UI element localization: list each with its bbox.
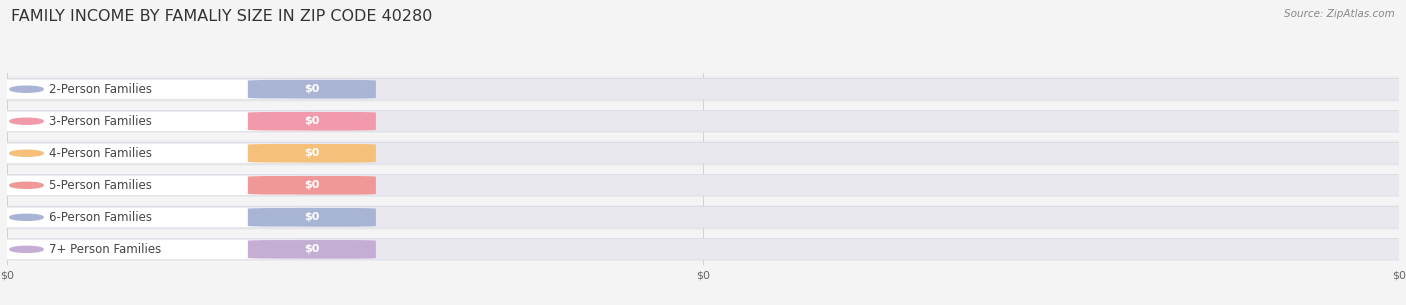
FancyBboxPatch shape — [247, 80, 375, 99]
Text: 7+ Person Families: 7+ Person Families — [49, 243, 162, 256]
Text: 2-Person Families: 2-Person Families — [49, 83, 152, 96]
FancyBboxPatch shape — [0, 142, 1406, 164]
Text: 6-Person Families: 6-Person Families — [49, 211, 152, 224]
FancyBboxPatch shape — [7, 77, 1399, 102]
FancyBboxPatch shape — [0, 239, 1406, 260]
FancyBboxPatch shape — [247, 240, 375, 259]
FancyBboxPatch shape — [7, 109, 1399, 134]
Ellipse shape — [10, 118, 44, 124]
FancyBboxPatch shape — [247, 144, 375, 163]
Text: FAMILY INCOME BY FAMALIY SIZE IN ZIP CODE 40280: FAMILY INCOME BY FAMALIY SIZE IN ZIP COD… — [11, 9, 433, 24]
Ellipse shape — [10, 150, 44, 156]
FancyBboxPatch shape — [7, 237, 1399, 262]
Ellipse shape — [10, 214, 44, 220]
FancyBboxPatch shape — [0, 207, 309, 227]
FancyBboxPatch shape — [0, 110, 1406, 132]
Ellipse shape — [10, 182, 44, 188]
Text: $0: $0 — [304, 212, 319, 222]
FancyBboxPatch shape — [0, 239, 309, 259]
Text: $0: $0 — [304, 84, 319, 94]
Text: $0: $0 — [304, 116, 319, 126]
FancyBboxPatch shape — [7, 205, 1399, 230]
Text: $0: $0 — [304, 148, 319, 158]
Text: 4-Person Families: 4-Person Families — [49, 147, 152, 160]
FancyBboxPatch shape — [0, 143, 309, 163]
FancyBboxPatch shape — [247, 208, 375, 227]
FancyBboxPatch shape — [0, 111, 309, 131]
Text: $0: $0 — [304, 180, 319, 190]
Ellipse shape — [10, 246, 44, 252]
Text: $0: $0 — [304, 244, 319, 254]
Text: 5-Person Families: 5-Person Families — [49, 179, 152, 192]
FancyBboxPatch shape — [247, 112, 375, 131]
FancyBboxPatch shape — [0, 175, 309, 195]
Ellipse shape — [10, 86, 44, 92]
Text: 3-Person Families: 3-Person Families — [49, 115, 152, 128]
FancyBboxPatch shape — [0, 78, 1406, 100]
FancyBboxPatch shape — [7, 173, 1399, 198]
FancyBboxPatch shape — [0, 206, 1406, 228]
FancyBboxPatch shape — [7, 140, 1399, 166]
Text: Source: ZipAtlas.com: Source: ZipAtlas.com — [1284, 9, 1395, 19]
FancyBboxPatch shape — [0, 79, 309, 99]
FancyBboxPatch shape — [0, 174, 1406, 196]
FancyBboxPatch shape — [247, 176, 375, 195]
